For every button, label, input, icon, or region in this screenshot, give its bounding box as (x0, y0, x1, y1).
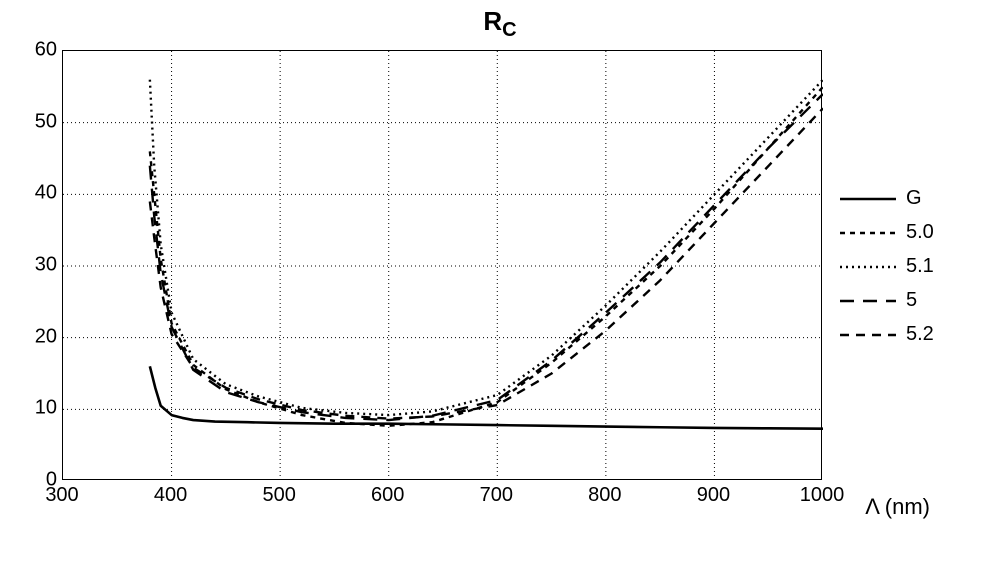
legend-item-5: 5 (840, 289, 990, 312)
y-tick-label: 40 (17, 182, 57, 205)
x-tick-label: 700 (480, 484, 513, 507)
y-tick-label: 30 (17, 254, 57, 277)
chart-title-sub: C (502, 19, 516, 41)
y-axis-ticks: 0102030405060 (17, 50, 57, 480)
legend-label-5: 5 (906, 289, 917, 312)
legend-label-5_2: 5.2 (906, 323, 934, 346)
series-G (150, 366, 823, 428)
x-tick-label: 900 (697, 484, 730, 507)
series-5_1 (150, 80, 823, 415)
legend-swatch-G (840, 189, 896, 209)
y-tick-label: 60 (17, 39, 57, 62)
legend-swatch-5 (840, 291, 896, 311)
y-tick-label: 50 (17, 110, 57, 133)
legend-item-5_1: 5.1 (840, 255, 990, 278)
legend-label-G: G (906, 187, 922, 210)
legend-swatch-5_1 (840, 257, 896, 277)
plot-area (62, 50, 822, 480)
x-tick-label: 300 (45, 484, 78, 507)
series-5_0 (150, 87, 823, 426)
y-tick-label: 10 (17, 397, 57, 420)
x-tick-label: 500 (262, 484, 295, 507)
plot-wrap: 0102030405060 3004005006007008009001000 … (62, 50, 822, 480)
series-5 (150, 94, 823, 420)
legend-item-G: G (840, 187, 990, 210)
x-axis-ticks: 3004005006007008009001000 (62, 484, 822, 512)
legend-swatch-5_0 (840, 223, 896, 243)
x-tick-label: 600 (371, 484, 404, 507)
x-tick-label: 800 (588, 484, 621, 507)
legend-item-5_2: 5.2 (840, 323, 990, 346)
x-axis-label: Λ (nm) (730, 494, 930, 520)
chart-title: RC (0, 6, 1000, 42)
series-5_2 (150, 108, 823, 418)
legend: G 5.0 5.1 5 5.2 (840, 176, 990, 357)
legend-item-5_0: 5.0 (840, 221, 990, 244)
x-tick-label: 400 (154, 484, 187, 507)
y-tick-label: 20 (17, 325, 57, 348)
legend-label-5_1: 5.1 (906, 255, 934, 278)
legend-label-5_0: 5.0 (906, 221, 934, 244)
series-layer (63, 51, 823, 481)
chart-page: RC 0102030405060 30040050060070080090010… (0, 0, 1000, 567)
chart-title-main: R (483, 6, 502, 36)
legend-swatch-5_2 (840, 325, 896, 345)
